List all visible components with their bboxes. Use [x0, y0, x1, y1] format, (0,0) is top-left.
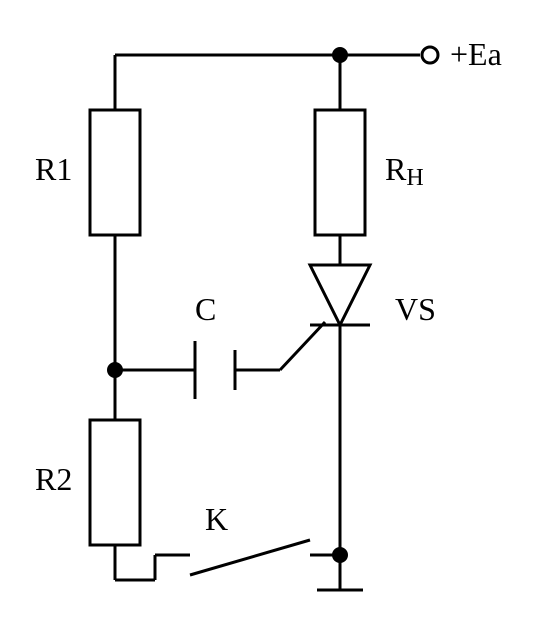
switch-k-blade: [190, 540, 310, 575]
label-k: K: [205, 501, 228, 537]
label-vs: VS: [395, 291, 436, 327]
resistor-rh: [315, 110, 365, 235]
label-r1: R1: [35, 151, 72, 187]
circuit-diagram: +Ea R1 R2 K RH VS C: [0, 0, 547, 638]
thyristor-triangle: [310, 265, 370, 325]
terminal-ea: [422, 47, 438, 63]
resistor-r1: [90, 110, 140, 235]
resistor-r2: [90, 420, 140, 545]
label-rh: RH: [385, 151, 424, 191]
thyristor-gate-diag: [280, 322, 325, 370]
label-ea: +Ea: [450, 36, 502, 72]
label-r2: R2: [35, 461, 72, 497]
label-c: C: [195, 291, 216, 327]
